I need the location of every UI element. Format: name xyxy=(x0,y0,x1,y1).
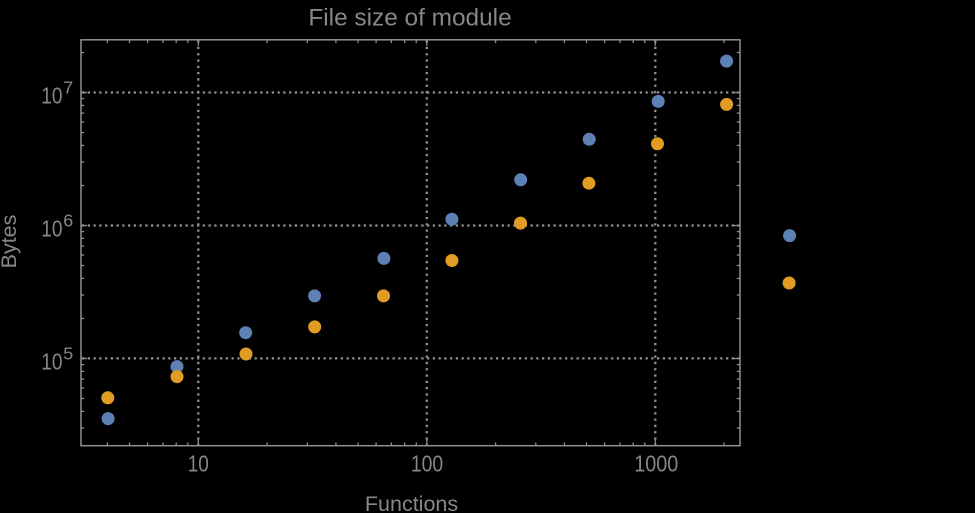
svg-text:5: 5 xyxy=(63,343,73,363)
svg-text:10: 10 xyxy=(41,349,62,375)
svg-text:Bytes: Bytes xyxy=(0,215,21,269)
svg-text:10: 10 xyxy=(41,83,62,109)
svg-text:10: 10 xyxy=(41,216,62,242)
svg-text:Functions: Functions xyxy=(365,492,458,513)
svg-text:6: 6 xyxy=(63,210,73,230)
svg-text:File size of module: File size of module xyxy=(308,4,511,31)
svg-text:100: 100 xyxy=(411,451,443,477)
svg-text:7: 7 xyxy=(63,77,73,97)
svg-text:10: 10 xyxy=(188,451,209,477)
svg-text:1000: 1000 xyxy=(634,451,678,477)
